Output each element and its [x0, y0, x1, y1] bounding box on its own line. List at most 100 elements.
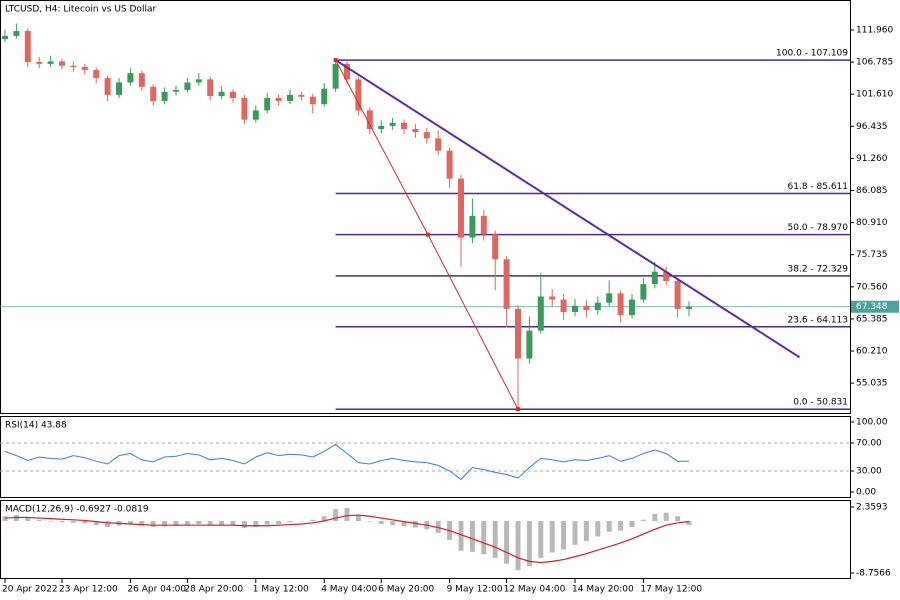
x-tick-label: 26 Apr 04:00: [127, 585, 186, 595]
chart-title: LTCUSD, H4: Litecoin vs US Dollar: [5, 5, 156, 15]
anchor-point: [516, 407, 520, 412]
x-tick-label: 12 May 04:00: [504, 585, 566, 595]
candle-body: [59, 61, 65, 66]
candle-body: [150, 86, 157, 102]
macd-bar: [469, 521, 475, 552]
candle-body: [617, 293, 624, 316]
x-tick-label: 1 May 12:00: [253, 585, 309, 595]
macd-bar: [48, 521, 54, 522]
macd-bar: [652, 513, 658, 522]
candle-body: [252, 110, 259, 120]
macd-bar: [663, 512, 669, 522]
macd-bar: [82, 521, 88, 524]
macd-bar: [412, 521, 418, 528]
candle-body: [640, 284, 647, 300]
rsi-line: [4, 443, 690, 481]
candle-body: [287, 94, 293, 102]
anchor-point: [333, 58, 338, 63]
macd-bar: [127, 521, 133, 525]
macd-bar: [355, 515, 361, 522]
macd-bar: [606, 521, 612, 532]
y-tick-label: 55.035: [856, 379, 888, 389]
macd-bar: [458, 521, 464, 551]
candle-body: [321, 88, 328, 105]
candle-body: [230, 91, 236, 98]
macd-bar: [492, 521, 498, 558]
candle-body: [138, 73, 145, 87]
candle-body: [24, 30, 31, 62]
y-tick-label: 80.910: [856, 218, 888, 228]
macd-bar: [196, 521, 202, 524]
candle-body: [458, 178, 464, 238]
candle-body: [309, 96, 316, 105]
y-tick-label: 75.735: [856, 250, 888, 260]
candle-body: [173, 89, 179, 92]
macd-bar: [515, 521, 521, 571]
candle-body: [116, 82, 122, 95]
x-tick-label: 28 Apr 20:00: [184, 585, 243, 595]
candle-body: [446, 150, 453, 179]
macd-bar: [344, 507, 350, 522]
macd-panel: [0, 500, 851, 579]
candle-body: [629, 299, 635, 316]
x-tick-label: 9 May 12:00: [447, 585, 503, 595]
y-tick-label: 111.960: [856, 25, 893, 35]
candle-body: [47, 61, 54, 64]
macd-bar: [276, 521, 282, 524]
macd-bar: [333, 509, 339, 522]
last-price-label: 67.348: [856, 302, 888, 312]
candle-body: [674, 280, 681, 309]
candle-body: [389, 122, 396, 126]
macd-bar: [401, 521, 407, 527]
candle-body: [36, 61, 43, 64]
macd-bar: [36, 519, 42, 522]
macd-bar: [504, 521, 510, 564]
candle-body: [594, 302, 601, 311]
x-tick-label: 14 May 20:00: [572, 585, 634, 595]
macd-bar: [241, 521, 247, 529]
candle-body: [81, 66, 88, 71]
macd-bar: [93, 521, 99, 526]
macd-bar: [264, 521, 270, 525]
trend-line: [335, 59, 801, 359]
candle-body: [218, 91, 225, 97]
candle-body: [378, 125, 385, 129]
candle-body: [264, 97, 271, 111]
candle-body: [606, 293, 613, 303]
x-tick-label: 6 May 20:00: [378, 585, 434, 595]
macd-bar: [184, 521, 190, 525]
candle-body: [526, 330, 533, 359]
macd-bar: [162, 521, 168, 527]
candle-body: [275, 97, 282, 102]
candle-body: [184, 82, 191, 90]
macd-bar: [561, 521, 567, 550]
candle-body: [412, 128, 419, 133]
y-tick-label: 86.085: [856, 186, 888, 196]
signal-line: [4, 514, 690, 564]
macd-bar: [105, 521, 111, 527]
candle-body: [70, 65, 77, 67]
macd-bar: [253, 521, 259, 527]
y-tick-label: 70.00: [856, 439, 882, 449]
fib-label: 50.0 - 78.970: [788, 223, 849, 233]
y-tick-label: 106.785: [856, 58, 893, 68]
y-tick-label: 100.00: [856, 418, 888, 428]
macd-bar: [2, 516, 8, 522]
y-tick-label: 30.00: [856, 467, 882, 477]
candle-body: [241, 97, 248, 120]
y-tick-label: 60.210: [856, 347, 888, 357]
x-tick-label: 17 May 12:00: [640, 585, 702, 595]
x-tick-label: 20 Apr 2022: [2, 585, 58, 595]
candle-body: [13, 30, 20, 36]
macd-bar: [173, 521, 179, 526]
y-tick-label: 70.560: [856, 282, 888, 292]
macd-bar: [629, 521, 635, 527]
macd-bar: [378, 521, 384, 524]
candle-body: [332, 63, 339, 89]
candle-body: [492, 234, 499, 260]
macd-title: MACD(12,26,9) -0.6927 -0.0819: [5, 505, 149, 515]
y-tick-label: 96.435: [856, 122, 888, 132]
candle-body: [515, 308, 521, 359]
